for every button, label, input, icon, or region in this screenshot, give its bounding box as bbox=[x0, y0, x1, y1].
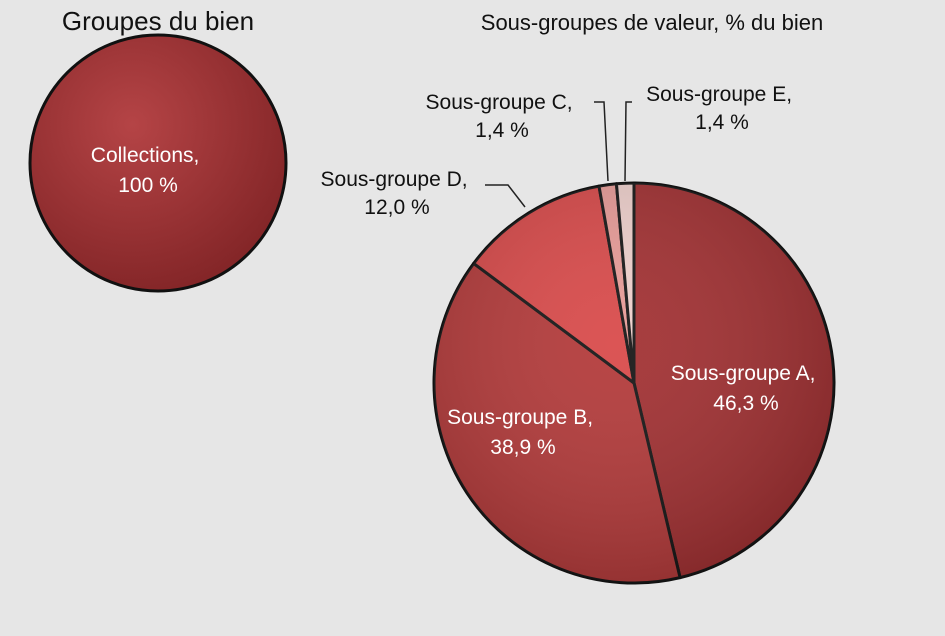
label-d-name: Sous-groupe D, bbox=[321, 168, 468, 191]
label-b-name: Sous-groupe B, bbox=[447, 406, 593, 429]
label-e-value: 1,4 % bbox=[695, 111, 749, 134]
chart-1-slice-name: Collections, bbox=[91, 144, 200, 167]
chart-2-label-b: Sous-groupe B, 38,9 % bbox=[447, 406, 599, 459]
chart-1-slice-collections bbox=[28, 33, 288, 293]
chart-1-pie: Collections, 100 % bbox=[28, 33, 288, 293]
label-d-value: 12,0 % bbox=[364, 196, 429, 219]
leader-line-d bbox=[485, 184, 526, 208]
label-a-value: 46,3 % bbox=[713, 392, 778, 415]
label-b-value: 38,9 % bbox=[490, 436, 555, 459]
label-a-name: Sous-groupe A, bbox=[671, 362, 816, 385]
leader-line-e bbox=[624, 101, 632, 182]
label-c-value: 1,4 % bbox=[475, 119, 529, 142]
chart-1-slice-label: Collections, 100 % bbox=[91, 144, 205, 197]
chart-2-label-c: Sous-groupe C, 1,4 % bbox=[426, 91, 579, 142]
label-c-name: Sous-groupe C, bbox=[426, 91, 573, 114]
leader-line-c bbox=[594, 101, 609, 182]
chart-2-leaders bbox=[485, 101, 632, 208]
chart-2-label-e: Sous-groupe E, 1,4 % bbox=[646, 83, 798, 134]
chart-2-label-d: Sous-groupe D, 12,0 % bbox=[321, 168, 474, 219]
label-e-name: Sous-groupe E, bbox=[646, 83, 792, 106]
chart-2-label-a: Sous-groupe A, 46,3 % bbox=[671, 362, 822, 415]
chart-1-slice-value: 100 % bbox=[118, 174, 178, 197]
chart-2-title: Sous-groupes de valeur, % du bien bbox=[481, 10, 823, 35]
chart-1-title: Groupes du bien bbox=[62, 6, 254, 36]
